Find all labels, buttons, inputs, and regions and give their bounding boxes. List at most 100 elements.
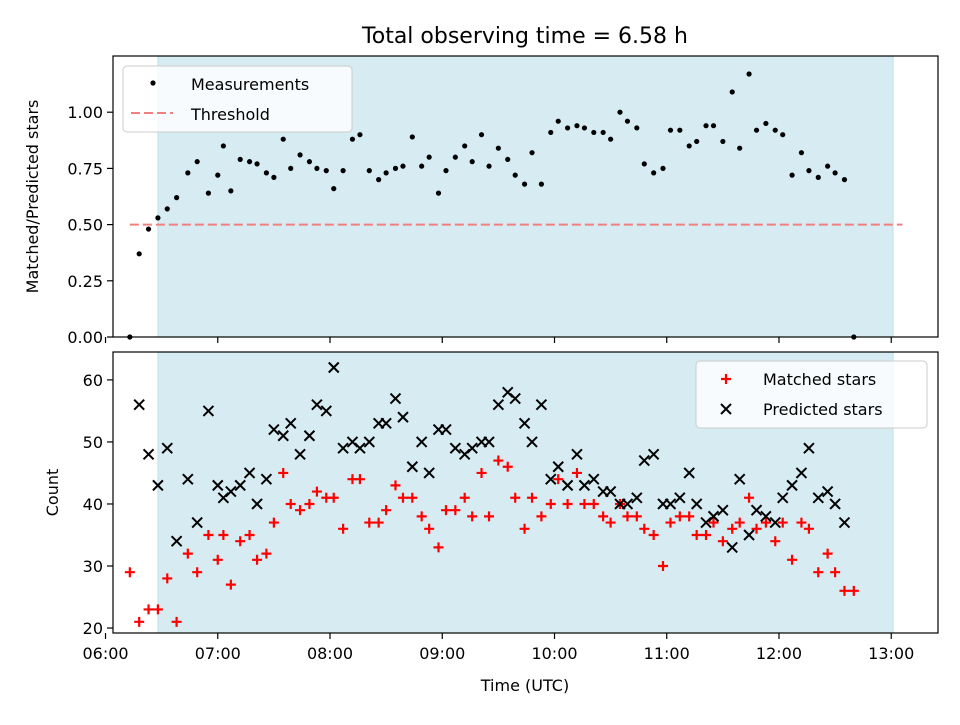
predicted-point bbox=[829, 498, 841, 510]
matched-point bbox=[390, 480, 401, 491]
matched-point bbox=[579, 498, 590, 509]
measurement-point bbox=[164, 206, 170, 212]
measurement-point bbox=[323, 168, 329, 174]
legend-box bbox=[122, 65, 353, 133]
predicted-point bbox=[152, 479, 164, 492]
measurement-point bbox=[737, 145, 743, 151]
matched-point bbox=[171, 616, 182, 627]
matched-point bbox=[440, 505, 451, 516]
measurement-point bbox=[136, 251, 142, 257]
matched-point bbox=[839, 585, 850, 596]
predicted-point bbox=[320, 405, 332, 417]
legend-measurement-marker bbox=[150, 80, 156, 86]
matched-point bbox=[467, 511, 478, 522]
legend-box bbox=[695, 360, 928, 429]
predicted-point bbox=[243, 467, 256, 479]
x-tick-label: 10:00 bbox=[531, 644, 577, 663]
measurement-point bbox=[521, 181, 528, 187]
matched-point bbox=[701, 529, 712, 540]
matched-point bbox=[484, 511, 495, 522]
plot-frame bbox=[112, 351, 939, 634]
measurement-point bbox=[400, 163, 406, 169]
measurement-point bbox=[651, 170, 657, 176]
matched-point bbox=[212, 554, 223, 565]
predicted-point bbox=[812, 492, 824, 504]
y-tick-label: 0.50 bbox=[67, 216, 103, 235]
measurement-point bbox=[581, 125, 588, 131]
matched-point bbox=[665, 517, 676, 528]
predicted-point bbox=[328, 361, 340, 374]
predicted-point bbox=[571, 448, 583, 461]
x-tick-label: 08:00 bbox=[307, 644, 353, 663]
predicted-point bbox=[492, 399, 505, 411]
measurement-point bbox=[763, 120, 769, 127]
predicted-point bbox=[674, 492, 686, 504]
predicted-point bbox=[707, 510, 720, 523]
measurement-point bbox=[349, 136, 356, 142]
measurement-point bbox=[608, 136, 614, 142]
x-tick-label: 12:00 bbox=[756, 644, 802, 663]
matched-point bbox=[192, 567, 203, 578]
matched-point bbox=[734, 517, 745, 528]
matched-point bbox=[124, 567, 135, 578]
measurement-point bbox=[297, 152, 303, 158]
measurement-point bbox=[220, 143, 226, 149]
measurement-point bbox=[174, 195, 180, 201]
predicted-point bbox=[733, 473, 746, 485]
predicted-point bbox=[133, 399, 145, 411]
matched-point bbox=[519, 523, 530, 534]
predicted-point bbox=[397, 411, 409, 423]
measurement-point bbox=[789, 172, 795, 178]
matched-point bbox=[364, 517, 375, 528]
measurement-point bbox=[306, 159, 313, 165]
measurement-point bbox=[600, 129, 606, 136]
bottom-panel: 06:00 07:00 08:00 09:00 10:00 11:00 12:00 13:00… bbox=[43, 351, 939, 663]
predicted-point bbox=[743, 529, 755, 541]
measurement-point bbox=[832, 170, 838, 176]
measurement-point bbox=[288, 165, 294, 171]
predicted-point bbox=[294, 448, 306, 461]
matched-point bbox=[751, 523, 762, 534]
matched-point bbox=[536, 511, 547, 522]
matched-point bbox=[708, 517, 719, 528]
measurement-point bbox=[376, 177, 382, 183]
matched-point bbox=[770, 536, 781, 547]
measurement-point bbox=[772, 127, 778, 133]
predicted-point bbox=[483, 436, 495, 448]
matched-point bbox=[605, 517, 616, 528]
y-tick-label: 1.00 bbox=[67, 103, 103, 122]
matched-point bbox=[510, 492, 521, 503]
matched-point bbox=[268, 517, 279, 528]
predicted-point bbox=[803, 442, 815, 454]
predicted-point bbox=[337, 442, 349, 454]
measurement-point bbox=[780, 132, 786, 138]
predicted-point bbox=[621, 498, 634, 510]
matched-point bbox=[450, 505, 461, 516]
measurement-point bbox=[703, 123, 709, 129]
matched-point bbox=[152, 604, 163, 615]
predicted-point bbox=[182, 473, 194, 485]
x-axis-label: Time (UTC) bbox=[480, 676, 569, 695]
predicted-point bbox=[191, 516, 203, 529]
predicted-point bbox=[535, 399, 548, 411]
predicted-point bbox=[440, 423, 452, 436]
predicted-point bbox=[509, 392, 521, 405]
legend-label: Predicted stars bbox=[763, 400, 883, 419]
matched-point bbox=[162, 573, 173, 584]
measurement-point bbox=[548, 129, 554, 136]
matched-point bbox=[311, 486, 322, 497]
predicted-point bbox=[561, 479, 574, 492]
measurement-point bbox=[443, 168, 449, 174]
matched-point bbox=[502, 461, 513, 472]
matched-point bbox=[553, 474, 564, 485]
measurement-point bbox=[825, 163, 831, 169]
predicted-point bbox=[578, 479, 591, 492]
matched-point bbox=[622, 511, 633, 522]
matched-point bbox=[225, 579, 236, 590]
matched-point bbox=[803, 523, 814, 534]
series-predicted-stars bbox=[133, 361, 851, 554]
predicted-point bbox=[690, 498, 703, 510]
measurement-point bbox=[486, 163, 492, 169]
y-tick-label: 50 bbox=[83, 433, 103, 452]
